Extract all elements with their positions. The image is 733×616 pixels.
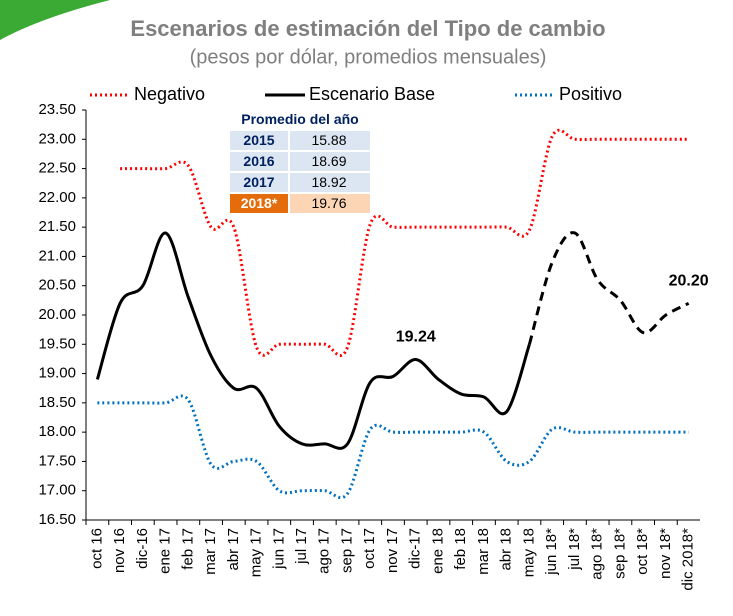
table-year: 2016 xyxy=(243,153,274,169)
x-tick-label: ene 17 xyxy=(157,528,174,574)
x-tick-label: abr 17 xyxy=(225,528,242,571)
table-value: 19.76 xyxy=(311,195,346,211)
table-cell xyxy=(290,173,370,192)
table-value: 18.69 xyxy=(311,153,346,169)
x-tick-label: mar 17 xyxy=(202,528,219,575)
y-tick-label: 19.00 xyxy=(38,365,76,382)
table-value: 15.88 xyxy=(311,132,346,148)
y-tick-label: 23.50 xyxy=(38,101,76,118)
x-tick-label: ago 18* xyxy=(589,528,606,580)
x-tick-label: oct 16 xyxy=(88,528,105,569)
y-tick-label: 20.50 xyxy=(38,277,76,294)
x-tick-label: jun 17 xyxy=(270,528,287,570)
table-cell xyxy=(290,194,370,213)
series-line xyxy=(97,394,689,500)
x-tick-label: jul 18* xyxy=(566,528,583,571)
x-tick-label: nov 17 xyxy=(384,528,401,573)
legend-label: Positivo xyxy=(559,84,622,104)
chart-subtitle: (pesos por dólar, promedios mensuales) xyxy=(190,46,547,68)
x-tick-label: dic-16 xyxy=(134,528,151,569)
y-tick-label: 21.50 xyxy=(38,218,76,235)
table-value: 18.92 xyxy=(311,174,346,190)
series-line xyxy=(120,128,689,357)
x-tick-label: nov 18* xyxy=(657,528,674,579)
table-cell xyxy=(230,194,288,213)
y-tick-label: 20.00 xyxy=(38,306,76,323)
table-cell xyxy=(290,131,370,150)
table-cell xyxy=(230,131,288,150)
table-title: Promedio del año xyxy=(241,111,358,127)
table-year: 2018* xyxy=(241,195,278,211)
x-tick-label: oct 17 xyxy=(361,528,378,569)
x-tick-label: sep 18* xyxy=(611,528,628,579)
table-cell xyxy=(230,152,288,171)
x-tick-label: oct 18* xyxy=(634,528,651,575)
data-label: 19.24 xyxy=(396,329,436,346)
chart-title: Escenarios de estimación del Tipo de cam… xyxy=(130,16,605,41)
y-tick-label: 23.00 xyxy=(38,130,76,147)
table-cell xyxy=(230,173,288,192)
x-tick-label: nov 16 xyxy=(111,528,128,573)
x-tick-label: ago 17 xyxy=(316,528,333,574)
x-tick-label: jul 17 xyxy=(293,528,310,565)
series-line xyxy=(527,231,690,345)
x-tick-label: dic 2018* xyxy=(680,528,697,591)
legend-label: Escenario Base xyxy=(309,84,435,104)
x-tick-label: jun 18* xyxy=(543,528,560,576)
table-cell xyxy=(290,152,370,171)
x-tick-label: may 17 xyxy=(248,528,265,577)
y-tick-label: 17.00 xyxy=(38,482,76,499)
legend-label: Negativo xyxy=(134,84,205,104)
x-tick-label: mar 18 xyxy=(475,528,492,575)
data-label: 20.20 xyxy=(669,273,709,290)
x-tick-label: dic-17 xyxy=(407,528,424,569)
y-tick-label: 16.50 xyxy=(38,511,76,528)
y-tick-label: 19.50 xyxy=(38,335,76,352)
x-tick-label: feb 17 xyxy=(179,528,196,570)
decoration xyxy=(0,0,110,40)
y-tick-label: 18.00 xyxy=(38,423,76,440)
x-tick-label: may 18 xyxy=(520,528,537,577)
x-tick-label: ene 18 xyxy=(429,528,446,574)
x-tick-label: sep 17 xyxy=(338,528,355,573)
y-tick-label: 22.00 xyxy=(38,189,76,206)
y-tick-label: 21.00 xyxy=(38,247,76,264)
series-line xyxy=(95,231,531,450)
x-tick-label: abr 18 xyxy=(498,528,515,571)
table-header-bg xyxy=(230,110,370,131)
y-tick-label: 22.50 xyxy=(38,160,76,177)
y-tick-label: 18.50 xyxy=(38,394,76,411)
y-tick-label: 17.50 xyxy=(38,452,76,469)
table-year: 2017 xyxy=(243,174,274,190)
x-tick-label: feb 18 xyxy=(452,528,469,570)
table-year: 2015 xyxy=(243,132,274,148)
